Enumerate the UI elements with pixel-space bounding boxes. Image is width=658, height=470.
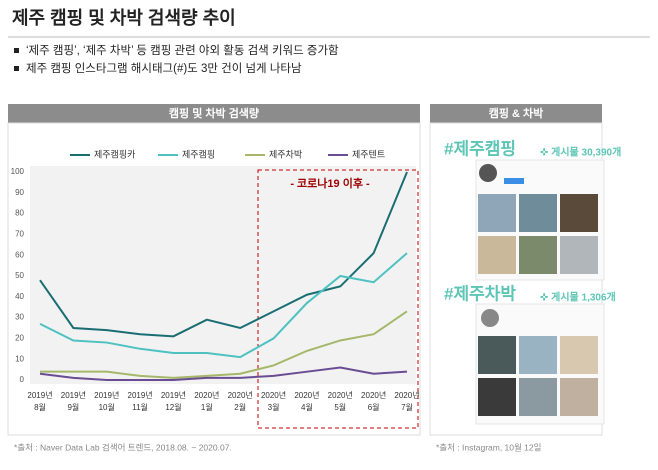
source: *출처 : Instagram, 10월 12일 (436, 442, 541, 452)
y-tick-label: 0 (20, 375, 25, 384)
x-tick-label: 2020년 1월 (194, 390, 219, 412)
y-tick-label: 70 (15, 230, 24, 239)
legend-label: 제주텐트 (352, 149, 385, 159)
photo-grid (478, 336, 598, 416)
side-title: 캠핑 & 차박 (489, 106, 544, 120)
avatar (479, 164, 497, 182)
x-tick-label: 2019년 10월 (94, 390, 119, 412)
legend-label: 제주캠핑 (182, 148, 215, 159)
plot-area (30, 166, 416, 384)
post-count: ✜ 게시물 30,390개 (540, 146, 621, 159)
hashtag: #제주캠핑 (444, 139, 516, 158)
x-tick-label: 2020년 4월 (294, 390, 319, 412)
series-line (39, 171, 408, 338)
bullet (14, 66, 19, 71)
x-tick-label: 2020년 5월 (328, 390, 353, 412)
photo-grid (478, 194, 598, 274)
x-tick-label: 2019년 9월 (61, 390, 86, 412)
x-tick-label: 2020년 2월 (228, 390, 253, 412)
covid-box (257, 169, 419, 429)
y-tick-label: 100 (11, 167, 25, 176)
hashtag: #제주차박 (444, 284, 516, 303)
x-tick-label: 2020년 7월 (394, 390, 419, 412)
y-tick-label: 10 (15, 354, 24, 363)
annotation: - 코로나19 이후 - (290, 176, 370, 190)
follow-button (504, 178, 524, 184)
y-tick-label: 50 (15, 271, 24, 280)
avatar (481, 309, 499, 327)
legend-label: 제주차박 (269, 148, 302, 159)
x-tick-label: 2019년 8월 (27, 390, 52, 412)
series-line (40, 310, 408, 379)
panel-header (8, 104, 420, 123)
x-tick-label: 2019년 11월 (128, 390, 153, 412)
y-tick-label: 20 (15, 334, 24, 343)
y-tick-label: 80 (15, 209, 24, 218)
legend-label: 제주캠핑카 (94, 148, 135, 159)
x-tick-label: 2020년 6월 (361, 390, 386, 412)
x-tick-label: 2020년 3월 (261, 390, 286, 412)
post-count: ✜ 게시물 1,306개 (540, 291, 616, 304)
x-tick-label: 2019년 12월 (161, 390, 186, 412)
series-line (39, 252, 408, 359)
bullet-text: ‘제주 캠핑’, ‘제주 차박’ 등 캠핑 관련 야외 활동 검색 키워드 증가… (26, 43, 339, 57)
y-tick-label: 30 (15, 313, 24, 322)
bullet-text: 제주 캠핑 인스타그램 해시태그(#)도 3만 건이 넘게 나타남 (26, 62, 302, 75)
series-line (39, 366, 408, 381)
title: 제주 캠핑 및 차박 검색량 추이 (12, 8, 236, 28)
chart-title: 캠핑 및 차박 검색량 (169, 106, 259, 120)
source: *출처 : Naver Data Lab 검색어 트렌드, 2018.08. ~… (14, 442, 232, 452)
y-tick-label: 90 (15, 188, 24, 197)
bullet (14, 48, 19, 53)
y-tick-label: 60 (15, 250, 24, 259)
y-tick-label: 40 (15, 292, 24, 301)
panel-header (430, 104, 602, 123)
